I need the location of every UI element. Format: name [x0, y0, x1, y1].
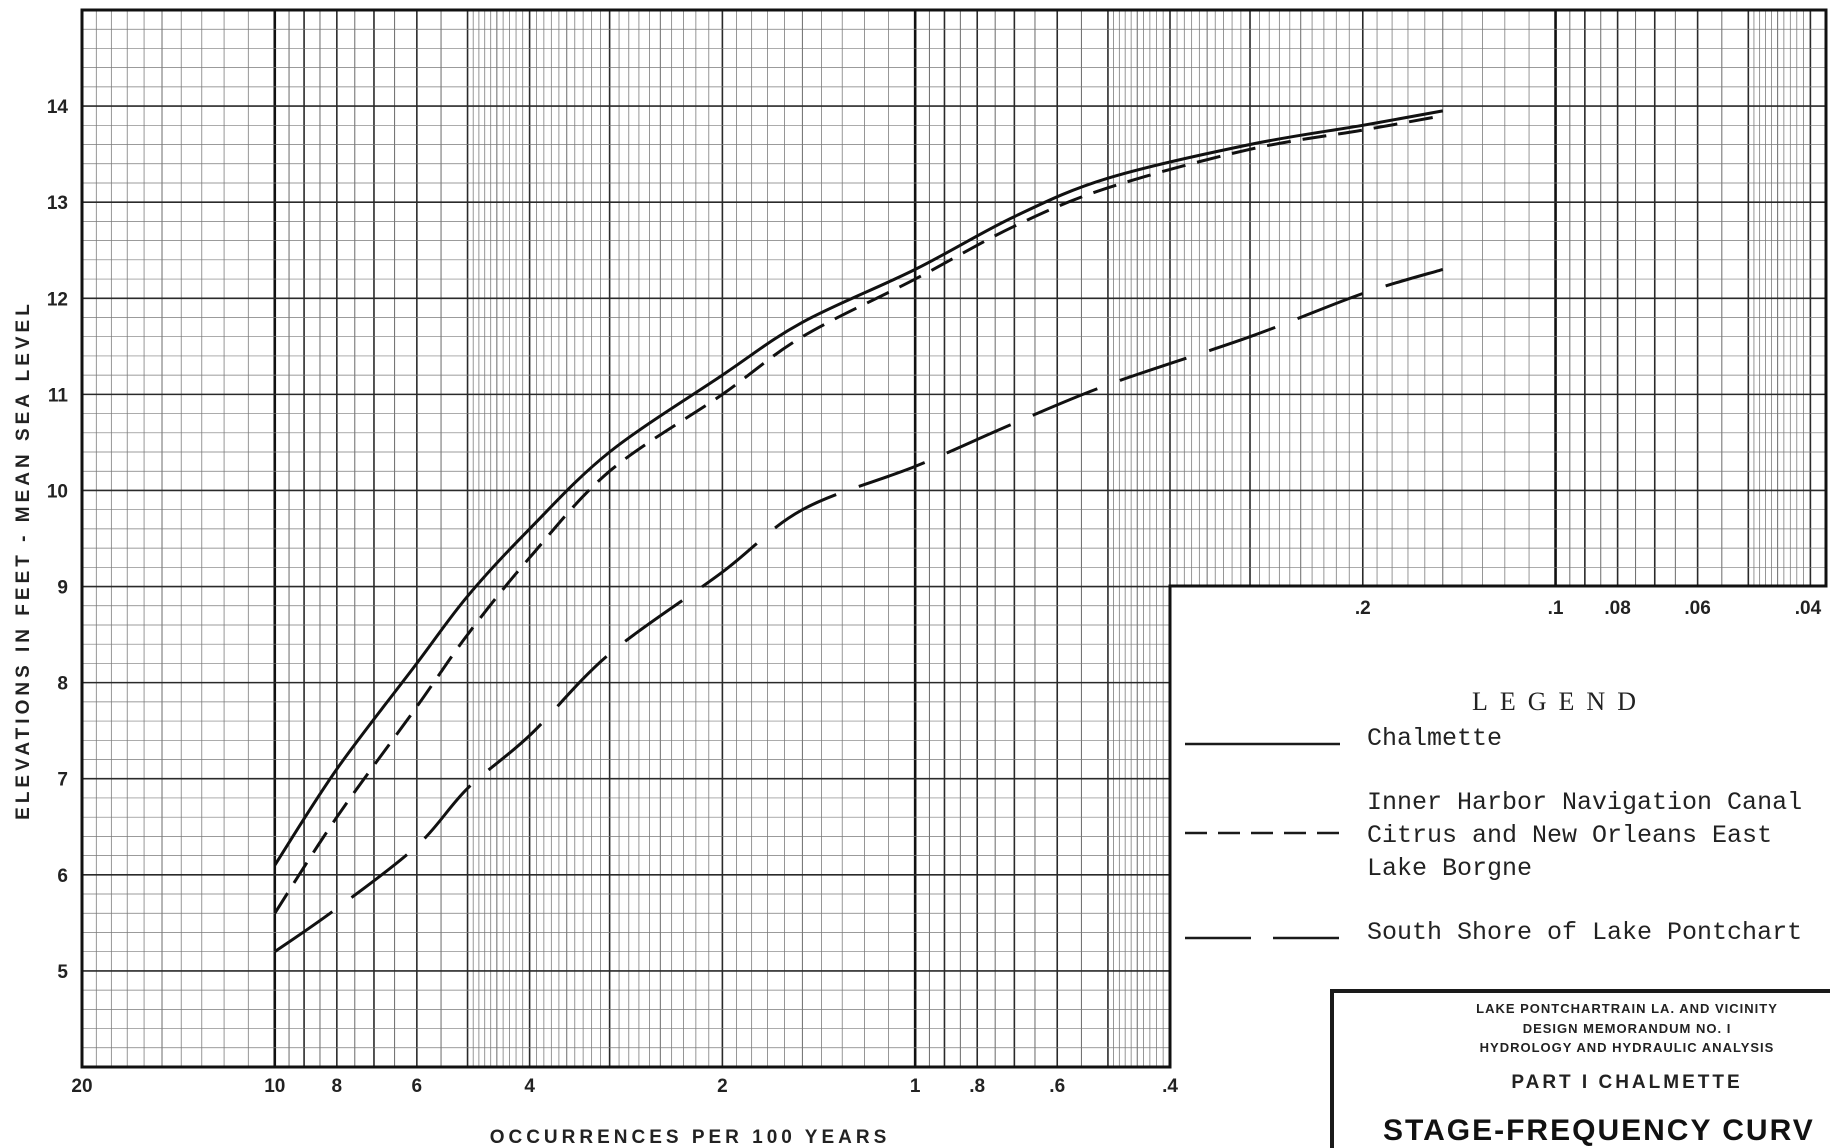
y-tick-label: 7	[57, 770, 68, 791]
series-line-3	[273, 267, 1444, 953]
title-block-line3: HYDROLOGY AND HYDRAULIC ANALYSIS	[1480, 1040, 1775, 1055]
tick-label-layer: 20 10 8 6 4 2 1 .8 .6 .4 .2 .1 .08 .06 .04 5 6 7 8 9 10 11 12 1…	[47, 97, 1822, 1097]
y-tick-label: 11	[48, 385, 69, 406]
y-tick-label: 12	[47, 289, 68, 310]
legend-title: LEGEND	[1472, 687, 1648, 716]
title-block-border	[1330, 989, 1830, 1148]
x-axis-title: OCCURRENCES PER 100 YEARS	[490, 1127, 891, 1148]
x-tick-label-upper: .06	[1684, 598, 1710, 619]
x-tick-label: 8	[332, 1076, 343, 1097]
y-tick-label: 5	[57, 962, 68, 983]
series-line-1	[273, 109, 1444, 867]
legend-label-chalmette: Chalmette	[1367, 724, 1502, 753]
x-tick-label: 6	[412, 1076, 423, 1097]
frame-layer	[80, 8, 1828, 1069]
x-tick-label: .4	[1162, 1076, 1178, 1097]
title-block-part: PART I CHALMETTE	[1511, 1072, 1742, 1093]
legend-label-lake-borgne: Lake Borgne	[1367, 854, 1532, 883]
x-tick-label: 2	[717, 1076, 728, 1097]
y-axis-title: ELEVATIONS IN FEET - MEAN SEA LEVEL	[13, 300, 34, 820]
series-line-2	[273, 114, 1444, 915]
title-block: LAKE PONTCHARTRAIN LA. AND VICINITY DESI…	[1330, 989, 1830, 1148]
legend-label-citrus: Citrus and New Orleans East	[1367, 821, 1772, 850]
x-tick-label-upper: .04	[1795, 598, 1822, 619]
y-tick-label: 13	[47, 193, 68, 214]
title-block-line1-pos: LAKE PONTCHARTRAIN LA. AND VICINITY	[1476, 1001, 1778, 1016]
x-tick-label: .6	[1049, 1076, 1065, 1097]
x-tick-label: 4	[524, 1076, 535, 1097]
y-tick-label: 9	[57, 578, 68, 599]
legend-label-south-shore: South Shore of Lake Pontchart	[1367, 918, 1802, 947]
y-tick-label: 8	[57, 674, 68, 695]
y-tick-label: 6	[57, 866, 68, 887]
legend: LEGEND Chalmette Inner Harbor Navigation…	[1185, 687, 1802, 947]
x-tick-label: 1	[910, 1076, 921, 1097]
title-block-title: STAGE-FREQUENCY CURV	[1383, 1114, 1815, 1147]
grid-layer	[81, 9, 1826, 1068]
x-tick-label-upper: .1	[1548, 598, 1564, 619]
x-tick-label: .8	[969, 1076, 985, 1097]
plot-frame	[80, 8, 1828, 1069]
title-block-line2: DESIGN MEMORANDUM NO. I	[1523, 1021, 1732, 1036]
x-tick-label-upper: .08	[1604, 598, 1630, 619]
series-layer	[273, 109, 1444, 953]
x-tick-label: 20	[71, 1076, 92, 1097]
x-tick-label-upper: .2	[1355, 598, 1371, 619]
legend-label-inner-harbor: Inner Harbor Navigation Canal	[1367, 788, 1802, 817]
y-tick-label: 10	[47, 481, 68, 502]
y-tick-label: 14	[47, 97, 69, 118]
x-tick-label: 10	[264, 1076, 285, 1097]
